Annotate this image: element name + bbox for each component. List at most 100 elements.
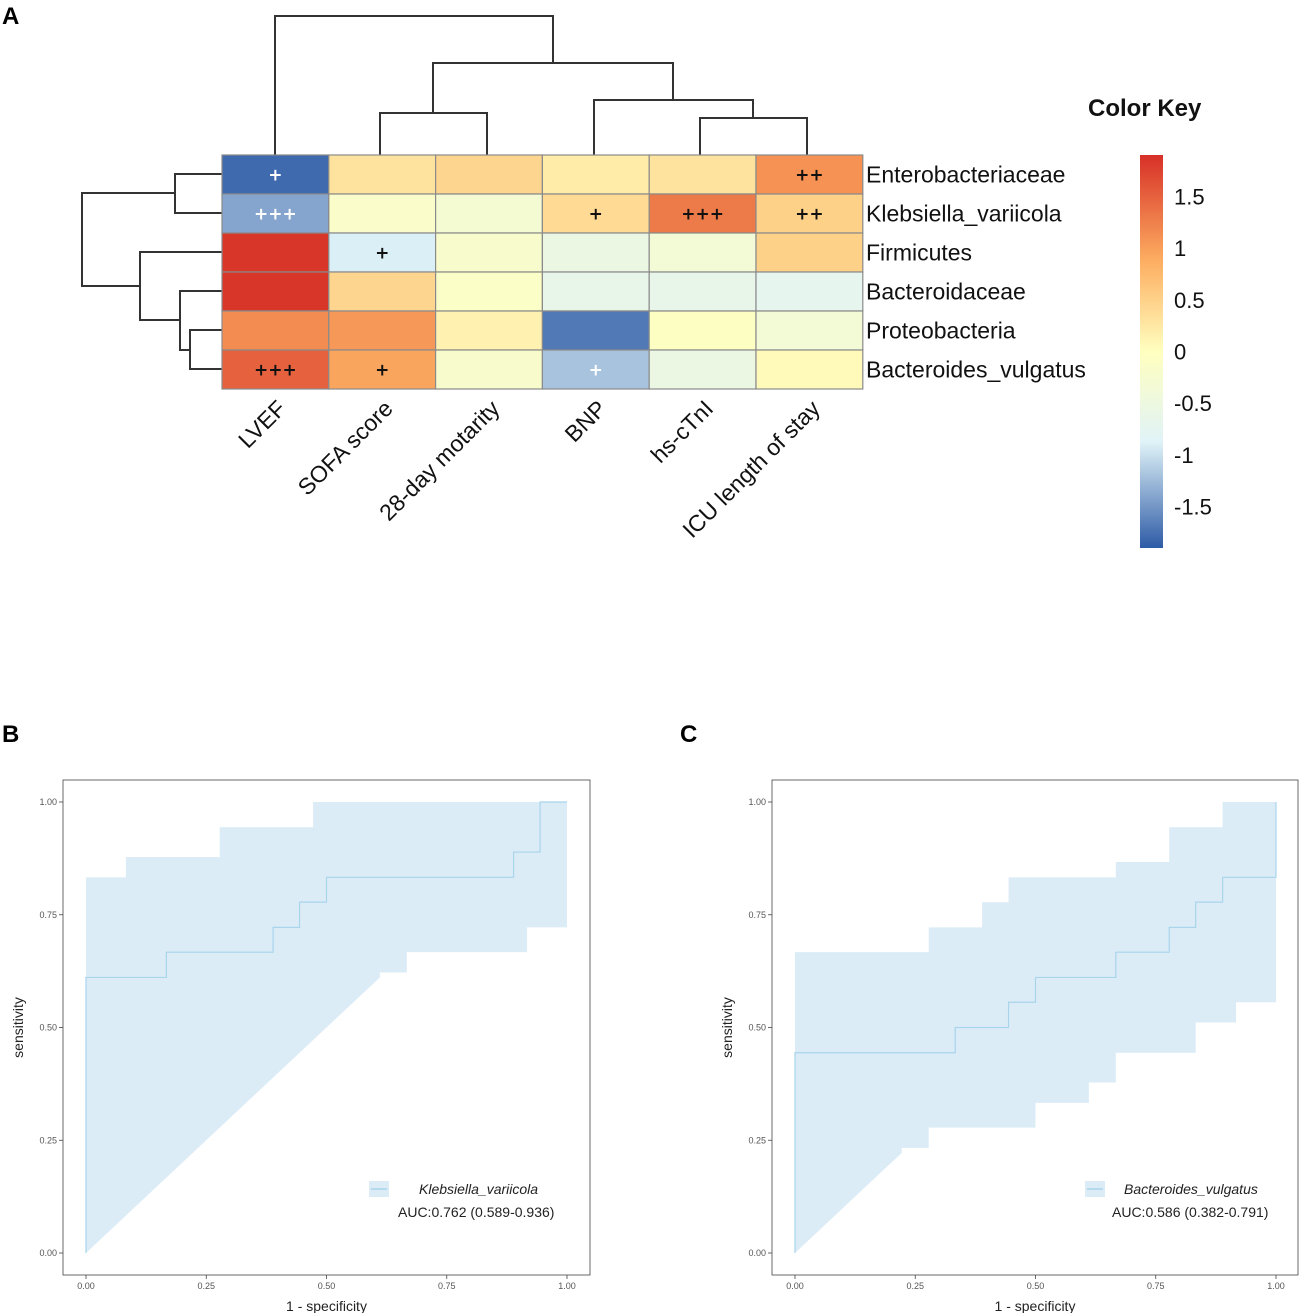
roc-panel-c: 0.00 0.25 0.50 0.75 1.00 0.00 0.25 0.50 0.75 1.00… <box>719 779 1299 1313</box>
panel-label-a: A <box>2 3 19 30</box>
heatmap-row-labels: Enterobacteriaceae Klebsiella_variicola Fi… <box>866 162 1086 383</box>
heatmap-cell <box>221 271 330 312</box>
heatmap-cell <box>328 271 437 312</box>
heatmap-column-label: LVEF <box>233 395 291 453</box>
heatmap-cell <box>221 310 330 351</box>
heatmap-cell <box>435 193 544 234</box>
x-tick-label: 0.75 <box>1147 1281 1165 1291</box>
heatmap-cell <box>435 271 544 312</box>
legend-auc: AUC:0.586 (0.382-0.791) <box>1112 1204 1268 1220</box>
heatmap-cell <box>328 349 437 390</box>
heatmap-column-label: BNP <box>560 395 612 447</box>
column-dendrogram <box>274 15 808 155</box>
heatmap-cell <box>435 232 544 273</box>
x-axis-title: 1 - specificity <box>995 1298 1076 1313</box>
color-key-tick: 0 <box>1174 340 1186 365</box>
heatmap-cell <box>221 349 330 390</box>
heatmap-cell <box>541 232 650 273</box>
roc-curve <box>794 802 1277 1253</box>
significance-mark: + <box>589 205 603 225</box>
y-tick-label: 1.00 <box>39 797 57 807</box>
heatmap-cell <box>435 154 544 195</box>
x-tick-label: 1.00 <box>558 1281 576 1291</box>
y-tick-label: 0.00 <box>39 1248 57 1258</box>
heatmap-row-label: Proteobacteria <box>866 318 1016 344</box>
heatmap-column-label: SOFA score <box>293 395 398 500</box>
x-axis-title: 1 - specificity <box>286 1298 367 1313</box>
significance-mark: + <box>268 166 282 186</box>
heatmap-cell <box>755 310 864 351</box>
color-key-title: Color Key <box>1088 95 1202 122</box>
heatmap-cell <box>755 154 864 195</box>
significance-mark: + <box>375 361 389 381</box>
confidence-band <box>795 802 1276 1253</box>
x-tick-label: 1.00 <box>1267 1281 1285 1291</box>
x-tick-label: 0.00 <box>786 1281 804 1291</box>
heatmap-cell <box>755 193 864 234</box>
heatmap-cell <box>648 271 757 312</box>
heatmap-cell <box>541 349 650 390</box>
heatmap-cell <box>755 232 864 273</box>
x-tick-label: 0.50 <box>318 1281 336 1291</box>
significance-mark: +++ <box>254 361 297 381</box>
legend-series-name: Bacteroides_vulgatus <box>1124 1181 1258 1197</box>
color-key-tick: -1.5 <box>1174 495 1212 520</box>
y-tick-label: 0.25 <box>39 1135 57 1145</box>
heatmap-cell <box>541 154 650 195</box>
heatmap-cell <box>328 193 437 234</box>
heatmap-cell <box>755 271 864 312</box>
color-key-ticks: 1.5 1 0.5 0 -0.5 -1 -1.5 <box>1174 184 1212 519</box>
heatmap-row-label: Firmicutes <box>866 240 972 266</box>
significance-mark: + <box>589 361 603 381</box>
heatmap: + +++++ + +++ ++++++ + + EnterobacteriaceaeKle… <box>81 15 1086 543</box>
legend-auc: AUC:0.762 (0.589-0.936) <box>398 1204 554 1220</box>
color-key-tick: 1 <box>1174 236 1186 261</box>
heatmap-row-label: Bacteroidaceae <box>866 279 1026 305</box>
confidence-band <box>86 802 567 1253</box>
heatmap-significance: + +++++ + +++ ++++++ + + <box>254 166 824 381</box>
legend-series-name: Klebsiella_variicola <box>419 1181 538 1197</box>
y-tick-label: 0.75 <box>748 910 766 920</box>
significance-mark: + <box>375 244 389 264</box>
heatmap-cell <box>221 232 330 273</box>
y-tick-label: 1.00 <box>748 797 766 807</box>
panel-label-b: B <box>2 721 19 748</box>
row-dendrogram <box>81 173 222 370</box>
roc-curve <box>85 801 567 1253</box>
x-tick-label: 0.00 <box>77 1281 95 1291</box>
x-tick-label: 0.25 <box>197 1281 215 1291</box>
roc-panel-b: 0.00 0.25 0.50 0.75 1.00 0.00 0.25 0.50 0.75 1.00… <box>10 779 591 1313</box>
heatmap-cell <box>755 349 864 390</box>
color-key-tick: 1.5 <box>1174 184 1205 209</box>
heatmap-cell <box>648 154 757 195</box>
y-tick-label: 0.50 <box>748 1023 766 1033</box>
color-key-bar <box>1140 155 1163 548</box>
heatmap-cell <box>435 349 544 390</box>
significance-mark: ++ <box>795 166 824 186</box>
heatmap-cell <box>648 310 757 351</box>
y-axis-title: sensitivity <box>10 997 26 1058</box>
heatmap-column-label: hs-cTnI <box>646 395 719 468</box>
color-key-tick: -1 <box>1174 443 1194 468</box>
color-key: Color Key 1.5 1 0.5 0 -0.5 -1 -1.5 <box>1088 95 1212 548</box>
heatmap-cell <box>541 310 650 351</box>
heatmap-cell <box>328 154 437 195</box>
y-tick-label: 0.00 <box>748 1248 766 1258</box>
heatmap-cell <box>648 349 757 390</box>
y-tick-label: 0.25 <box>748 1135 766 1145</box>
y-axis-title: sensitivity <box>719 997 735 1058</box>
x-tick-label: 0.50 <box>1027 1281 1045 1291</box>
panel-label-c: C <box>680 721 697 748</box>
significance-mark: +++ <box>254 205 297 225</box>
x-tick-label: 0.25 <box>906 1281 924 1291</box>
heatmap-cell <box>221 193 330 234</box>
y-tick-label: 0.50 <box>39 1023 57 1033</box>
heatmap-row-label: Klebsiella_variicola <box>866 201 1062 227</box>
heatmap-cells <box>221 154 864 390</box>
heatmap-cell <box>221 154 330 195</box>
heatmap-row-label: Bacteroides_vulgatus <box>866 357 1086 383</box>
color-key-tick: 0.5 <box>1174 288 1205 313</box>
x-tick-label: 0.75 <box>438 1281 456 1291</box>
y-tick-label: 0.75 <box>39 910 57 920</box>
